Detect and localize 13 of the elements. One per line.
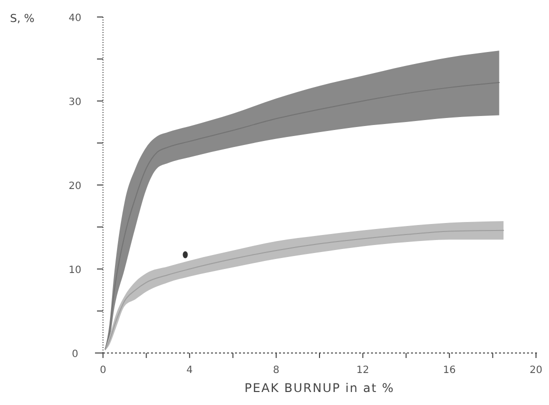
- y-axis-title: S, %: [10, 12, 34, 25]
- x-axis-title: PEAK BURNUP in at %: [244, 381, 394, 395]
- x-tick-label: 16: [443, 365, 456, 376]
- y-tick-label: 0: [72, 349, 78, 360]
- y-tick-label: 40: [68, 13, 82, 24]
- y-tick-label: 20: [68, 181, 82, 192]
- x-tick-label: 0: [100, 365, 106, 376]
- x-tick-label: 8: [273, 365, 280, 376]
- x-tick-label: 12: [356, 365, 370, 376]
- x-tick-label: 4: [186, 365, 193, 376]
- y-tick-label: 10: [68, 265, 82, 276]
- y-tick-label: 30: [68, 97, 82, 108]
- x-tick-label: 20: [530, 365, 542, 376]
